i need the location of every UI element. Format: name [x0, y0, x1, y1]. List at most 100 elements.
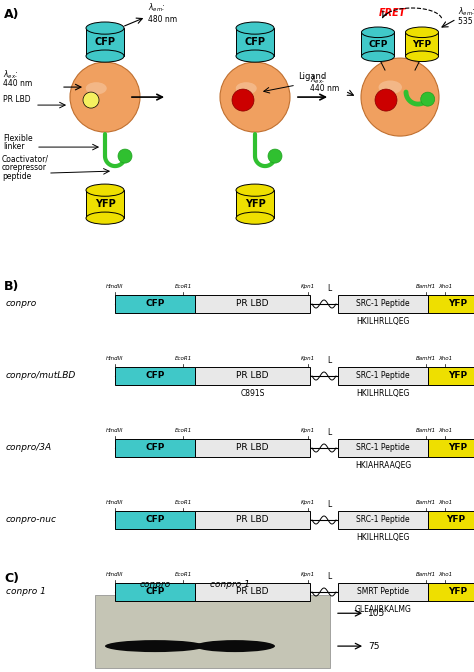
Text: HindIII: HindIII	[106, 572, 124, 577]
Text: CFP: CFP	[245, 37, 265, 47]
Bar	[195, 295, 310, 313]
Bar	[428, 295, 474, 313]
Text: Coactivator/: Coactivator/	[2, 154, 49, 163]
Ellipse shape	[405, 51, 438, 62]
Text: YFP: YFP	[446, 515, 465, 525]
Text: YFP: YFP	[448, 444, 467, 452]
Text: Xho1: Xho1	[438, 572, 452, 577]
Bar	[362, 32, 394, 56]
Text: HKILHRLLQEG: HKILHRLLQEG	[356, 317, 410, 326]
Text: CFP: CFP	[146, 372, 164, 380]
Bar	[195, 439, 310, 457]
Ellipse shape	[362, 51, 394, 62]
Text: corepressor: corepressor	[2, 163, 47, 172]
Text: Xho1: Xho1	[438, 428, 452, 433]
Text: CFP: CFP	[146, 587, 164, 597]
Bar	[115, 583, 195, 601]
Text: BamH1: BamH1	[416, 356, 436, 361]
Bar	[115, 367, 195, 385]
Text: peptide: peptide	[2, 172, 31, 181]
Text: conpro 1: conpro 1	[6, 587, 46, 597]
Circle shape	[232, 89, 254, 111]
Text: Kpn1: Kpn1	[301, 284, 315, 289]
Text: PR LBD: PR LBD	[236, 587, 269, 597]
Text: HindIII: HindIII	[106, 284, 124, 289]
Text: $\lambda_{ex}$:: $\lambda_{ex}$:	[310, 73, 326, 85]
Text: YFP: YFP	[448, 372, 467, 380]
Text: PR LBD: PR LBD	[236, 372, 269, 380]
Text: PR LBD: PR LBD	[3, 95, 31, 104]
Text: BamH1: BamH1	[416, 572, 436, 577]
Text: SRC-1 Peptide: SRC-1 Peptide	[356, 372, 410, 380]
Text: C891S: C891S	[240, 389, 264, 398]
Text: HindIII: HindIII	[106, 428, 124, 433]
Text: $\lambda_{ex}$:: $\lambda_{ex}$:	[3, 68, 18, 81]
Text: EcoR1: EcoR1	[174, 356, 191, 361]
Bar	[86, 28, 124, 56]
Text: C): C)	[4, 572, 19, 585]
Text: HindIII: HindIII	[106, 356, 124, 361]
Bar	[115, 511, 195, 529]
Text: SMRT Peptide: SMRT Peptide	[357, 587, 409, 597]
Text: HKIAHRAAQEG: HKIAHRAAQEG	[355, 461, 411, 470]
Text: conpro: conpro	[6, 300, 37, 308]
Text: Kpn1: Kpn1	[301, 356, 315, 361]
Ellipse shape	[362, 27, 394, 38]
Ellipse shape	[86, 212, 124, 224]
Text: Xho1: Xho1	[438, 356, 452, 361]
Circle shape	[83, 92, 99, 108]
Ellipse shape	[86, 82, 107, 95]
Ellipse shape	[86, 22, 124, 34]
Text: conpro: conpro	[139, 580, 171, 589]
Text: YFP: YFP	[245, 199, 265, 209]
Text: SRC-1 Peptide: SRC-1 Peptide	[356, 515, 410, 525]
Bar	[195, 511, 310, 529]
Text: Kpn1: Kpn1	[301, 428, 315, 433]
Bar	[86, 190, 124, 218]
Ellipse shape	[236, 50, 274, 62]
Text: CFP: CFP	[146, 515, 164, 525]
Text: 75: 75	[368, 642, 380, 650]
Text: $\lambda_{em}$:: $\lambda_{em}$:	[458, 6, 474, 19]
Text: BamH1: BamH1	[416, 500, 436, 505]
Text: 105: 105	[368, 609, 385, 618]
Text: linker: linker	[3, 142, 25, 151]
Text: PR LBD: PR LBD	[236, 515, 269, 525]
Bar	[115, 439, 195, 457]
Text: L: L	[328, 284, 332, 293]
Text: HKILHRLLQEG: HKILHRLLQEG	[356, 533, 410, 542]
Ellipse shape	[405, 27, 438, 38]
Bar	[428, 511, 474, 529]
Text: FRET: FRET	[378, 8, 406, 18]
Text: EcoR1: EcoR1	[174, 284, 191, 289]
Text: EcoR1: EcoR1	[174, 428, 191, 433]
Bar	[236, 28, 274, 56]
Text: BamH1: BamH1	[416, 284, 436, 289]
Bar	[405, 32, 438, 56]
Bar	[428, 367, 474, 385]
Text: L: L	[328, 428, 332, 437]
Text: PR LBD: PR LBD	[236, 444, 269, 452]
Text: L: L	[328, 500, 332, 509]
Circle shape	[70, 62, 140, 132]
Ellipse shape	[236, 184, 274, 196]
Text: HindIII: HindIII	[106, 500, 124, 505]
Circle shape	[361, 58, 439, 136]
Text: Kpn1: Kpn1	[301, 572, 315, 577]
Text: YFP: YFP	[95, 199, 115, 209]
Circle shape	[118, 149, 132, 163]
Ellipse shape	[236, 212, 274, 224]
Bar	[428, 439, 474, 457]
Text: HKILHRLLQEG: HKILHRLLQEG	[356, 389, 410, 398]
Bar	[338, 439, 428, 457]
Text: EcoR1: EcoR1	[174, 500, 191, 505]
Ellipse shape	[236, 82, 257, 95]
Text: CFP: CFP	[368, 40, 388, 49]
Text: $\lambda_{em}$:: $\lambda_{em}$:	[148, 1, 165, 14]
Bar	[95, 595, 330, 668]
Bar	[115, 295, 195, 313]
Text: L: L	[328, 356, 332, 365]
Circle shape	[268, 149, 282, 163]
Text: YFP: YFP	[448, 587, 467, 597]
Bar	[195, 583, 310, 601]
